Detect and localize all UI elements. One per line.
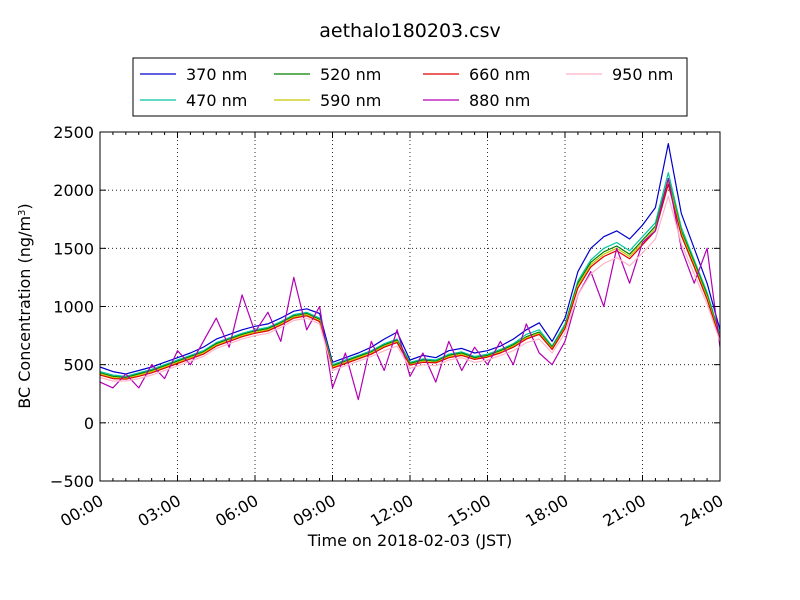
- y-axis-label-sup: 3: [17, 210, 28, 216]
- legend-label: 880 nm: [469, 91, 530, 110]
- y-axis-label: BC Concentration (ng/m3): [15, 203, 34, 408]
- legend-label: 660 nm: [469, 65, 530, 84]
- y-axis-label-main: BC Concentration (ng/m: [15, 216, 34, 409]
- y-tick-label: 2500: [53, 123, 94, 142]
- y-tick-label: 1000: [53, 298, 94, 317]
- legend: 370 nm 470 nm 520 nm 590 nm 660 nm 880 nm 950 …: [140, 65, 673, 110]
- y-tick-label: 2000: [53, 181, 94, 200]
- y-tick-label: −500: [50, 472, 94, 491]
- y-tick-label: 500: [63, 356, 94, 375]
- series-line-950-nm: [99, 195, 721, 382]
- legend-label: 370 nm: [186, 65, 247, 84]
- y-tick-label: 0: [84, 414, 94, 433]
- series-line-370-nm: [99, 143, 721, 375]
- legend-label: 520 nm: [320, 65, 381, 84]
- legend-box: [132, 57, 688, 117]
- legend-label: 590 nm: [320, 91, 381, 110]
- y-tick-label: 1500: [53, 239, 94, 258]
- chart-title: aethalo180203.csv: [319, 20, 501, 42]
- legend-label: 470 nm: [186, 91, 247, 110]
- series-line-880-nm: [99, 177, 721, 401]
- y-axis-label-close: ): [15, 203, 34, 209]
- legend-label: 950 nm: [612, 65, 673, 84]
- x-axis-label: Time on 2018-02-03 (JST): [307, 531, 512, 550]
- series-lines: [99, 143, 721, 401]
